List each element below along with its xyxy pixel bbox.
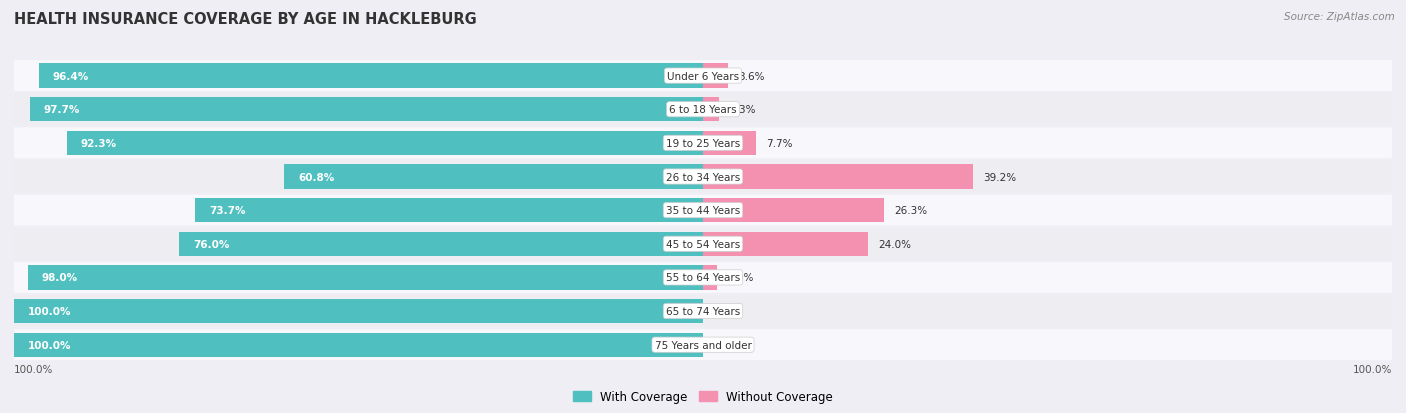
Bar [703,64,728,88]
Text: Under 6 Years: Under 6 Years [666,71,740,81]
Bar [703,199,884,223]
Bar [39,64,703,88]
FancyBboxPatch shape [14,229,1392,260]
Text: 55 to 64 Years: 55 to 64 Years [666,273,740,283]
Text: 2.0%: 2.0% [727,273,754,283]
Text: 19 to 25 Years: 19 to 25 Years [666,138,740,149]
Text: 75 Years and older: 75 Years and older [655,340,751,350]
Text: 100.0%: 100.0% [14,364,53,374]
Bar [703,98,718,122]
Text: 26.3%: 26.3% [894,206,928,216]
FancyBboxPatch shape [14,262,1392,293]
Bar [14,333,703,357]
Bar [67,131,703,156]
Text: 2.3%: 2.3% [730,105,755,115]
FancyBboxPatch shape [14,161,1392,192]
Text: 73.7%: 73.7% [209,206,246,216]
Bar [180,232,703,256]
Text: 92.3%: 92.3% [82,138,117,149]
Text: 7.7%: 7.7% [766,138,793,149]
Text: 97.7%: 97.7% [44,105,80,115]
FancyBboxPatch shape [14,95,1392,126]
Text: 24.0%: 24.0% [879,239,911,249]
FancyBboxPatch shape [14,330,1392,360]
Text: Source: ZipAtlas.com: Source: ZipAtlas.com [1284,12,1395,22]
Text: 39.2%: 39.2% [983,172,1017,182]
Text: 0.0%: 0.0% [713,340,740,350]
Legend: With Coverage, Without Coverage: With Coverage, Without Coverage [568,385,838,408]
Bar [703,266,717,290]
Text: 0.0%: 0.0% [713,306,740,316]
Bar [284,165,703,189]
FancyBboxPatch shape [14,128,1392,159]
Bar [195,199,703,223]
Text: 98.0%: 98.0% [42,273,77,283]
Text: 100.0%: 100.0% [28,340,72,350]
Text: 26 to 34 Years: 26 to 34 Years [666,172,740,182]
Bar [14,299,703,323]
Text: 96.4%: 96.4% [52,71,89,81]
Text: 76.0%: 76.0% [193,239,229,249]
Bar [703,131,756,156]
FancyBboxPatch shape [14,61,1392,92]
Text: 60.8%: 60.8% [298,172,335,182]
Text: 100.0%: 100.0% [1353,364,1392,374]
Bar [30,98,703,122]
FancyBboxPatch shape [14,296,1392,327]
Bar [703,165,973,189]
Text: 35 to 44 Years: 35 to 44 Years [666,206,740,216]
Text: 6 to 18 Years: 6 to 18 Years [669,105,737,115]
Bar [28,266,703,290]
Text: 45 to 54 Years: 45 to 54 Years [666,239,740,249]
Text: 3.6%: 3.6% [738,71,765,81]
Text: 100.0%: 100.0% [28,306,72,316]
FancyBboxPatch shape [14,195,1392,226]
Bar [703,232,869,256]
Text: 65 to 74 Years: 65 to 74 Years [666,306,740,316]
Text: HEALTH INSURANCE COVERAGE BY AGE IN HACKLEBURG: HEALTH INSURANCE COVERAGE BY AGE IN HACK… [14,12,477,27]
